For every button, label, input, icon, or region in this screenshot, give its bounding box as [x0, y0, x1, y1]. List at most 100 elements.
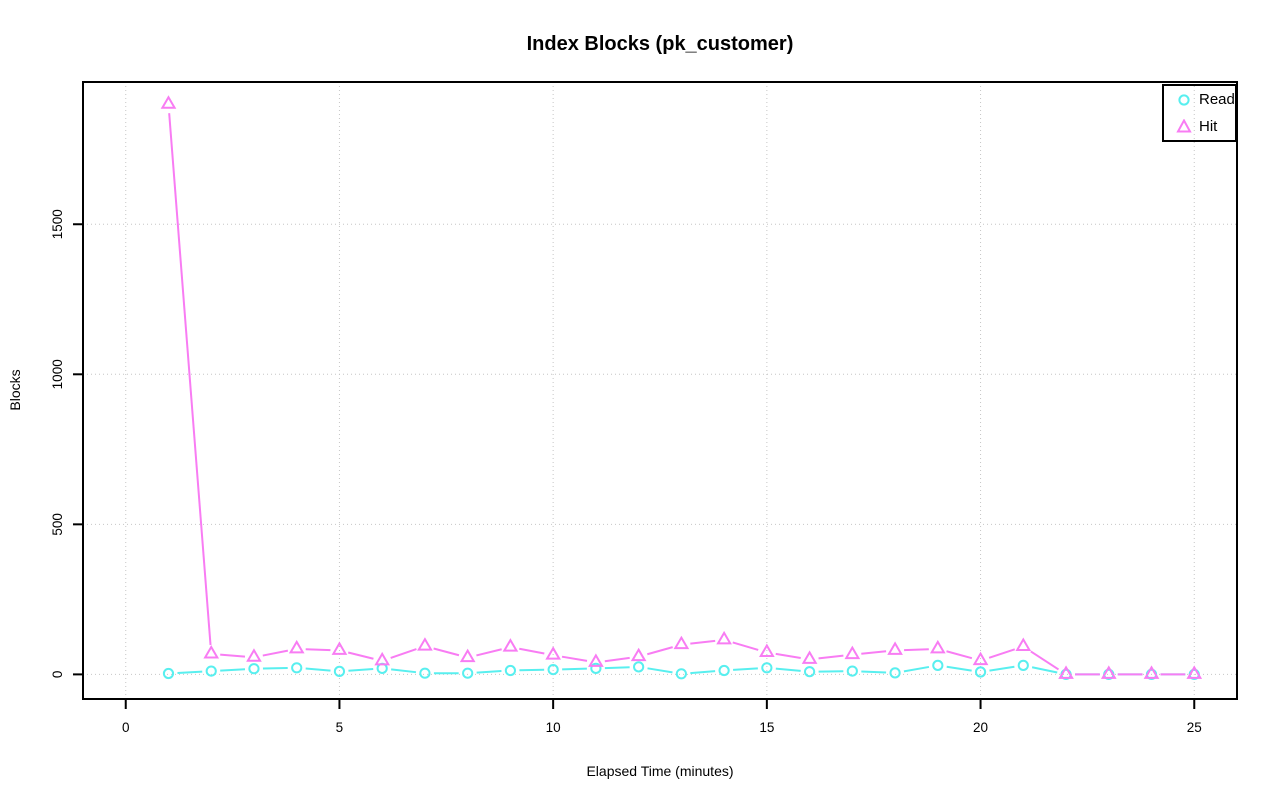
read-marker	[1017, 659, 1029, 671]
series-segment	[690, 639, 716, 645]
read-marker	[675, 668, 687, 680]
series-segment	[476, 648, 502, 657]
x-tick-label: 5	[336, 720, 344, 735]
x-axis-title: Elapsed Time (minutes)	[586, 763, 734, 779]
series-segment	[988, 648, 1016, 659]
series-segment	[220, 668, 246, 672]
series-segment	[262, 649, 289, 657]
x-tick-label: 0	[122, 720, 130, 735]
series-segment	[647, 646, 673, 656]
read-marker	[419, 667, 431, 679]
chart-title: Index Blocks (pk_customer)	[526, 33, 794, 55]
hit-marker	[588, 653, 604, 667]
series-segment	[305, 648, 331, 652]
series-segment	[562, 667, 587, 671]
hit-marker-icon	[1176, 118, 1192, 132]
read-marker	[291, 662, 303, 674]
series-segment	[775, 667, 801, 672]
y-tick-label: 1000	[50, 359, 65, 389]
series-segment	[647, 667, 673, 674]
series-segment	[732, 641, 759, 651]
hit-marker	[246, 648, 262, 662]
read-marker	[333, 665, 346, 677]
series-segment	[946, 650, 973, 660]
read-marker	[547, 663, 559, 676]
series-segment	[262, 666, 288, 670]
series-segment	[604, 656, 630, 663]
hit-marker	[716, 630, 732, 645]
series-segment	[989, 665, 1015, 672]
hit-marker	[1143, 665, 1160, 679]
series-segment	[391, 668, 417, 674]
hit-marker	[502, 638, 519, 652]
read-marker	[974, 666, 987, 678]
x-tick-label: 25	[1187, 720, 1202, 735]
series-read	[162, 659, 1200, 680]
series-segment	[347, 651, 374, 660]
y-axis-title: Blocks	[7, 369, 23, 411]
series-segment	[1030, 650, 1060, 671]
y-tick-label: 500	[50, 513, 65, 536]
read-marker	[504, 664, 517, 677]
series-segment	[390, 648, 417, 659]
x-tick-label: 20	[973, 720, 988, 735]
plot-border	[82, 81, 1238, 700]
hit-marker	[673, 635, 690, 650]
series-segment	[946, 665, 972, 672]
hit-marker	[630, 647, 647, 662]
series-segment	[168, 113, 212, 646]
series-segment	[476, 670, 502, 674]
x-tick-label: 15	[759, 720, 774, 735]
hit-marker	[801, 650, 818, 664]
series-segment	[903, 665, 930, 673]
series-segment	[348, 668, 374, 672]
y-tick-label: 1500	[50, 209, 65, 239]
legend-entry-read: Read	[1164, 86, 1235, 113]
read-marker	[633, 661, 645, 673]
read-marker	[718, 664, 730, 677]
hit-marker	[545, 646, 561, 660]
series-segment	[561, 655, 588, 662]
series-segment	[733, 667, 758, 671]
read-marker	[932, 659, 944, 671]
legend-label-hit: Hit	[1199, 118, 1218, 135]
series-segment	[818, 654, 844, 660]
read-marker	[462, 667, 474, 679]
series-segment	[177, 670, 203, 674]
y-tick-label: 0	[50, 671, 65, 679]
read-marker	[803, 666, 816, 678]
series-segment	[519, 668, 545, 672]
read-marker-icon	[1178, 93, 1190, 106]
hit-marker	[929, 639, 946, 654]
series-segment	[861, 650, 887, 655]
legend: Read Hit	[1162, 84, 1237, 142]
hit-marker	[417, 637, 433, 651]
read-marker	[248, 663, 260, 675]
hit-marker	[331, 641, 348, 655]
hit-marker	[1186, 665, 1203, 679]
read-marker	[162, 667, 175, 680]
series-segment	[775, 652, 801, 659]
read-marker	[761, 662, 773, 674]
read-marker	[846, 665, 858, 677]
hit-marker	[288, 639, 305, 654]
hit-marker	[759, 643, 775, 657]
hit-marker	[1015, 637, 1032, 651]
series-segment	[519, 647, 545, 655]
legend-label-read: Read	[1199, 91, 1235, 108]
hit-marker	[972, 651, 989, 666]
hit-marker	[1100, 665, 1117, 679]
series-segment	[1031, 666, 1058, 674]
hit-marker	[374, 651, 391, 666]
series-segment	[220, 653, 246, 658]
axes: 0 5 10 15 20 25 0 500 1000 1500	[50, 209, 1202, 735]
series-segment	[690, 670, 716, 675]
hit-marker	[887, 641, 903, 655]
read-marker	[590, 662, 602, 674]
x-tick-label: 10	[546, 720, 561, 735]
hit-marker	[1058, 665, 1074, 679]
series-segment	[604, 666, 630, 670]
gridlines	[83, 82, 1237, 699]
